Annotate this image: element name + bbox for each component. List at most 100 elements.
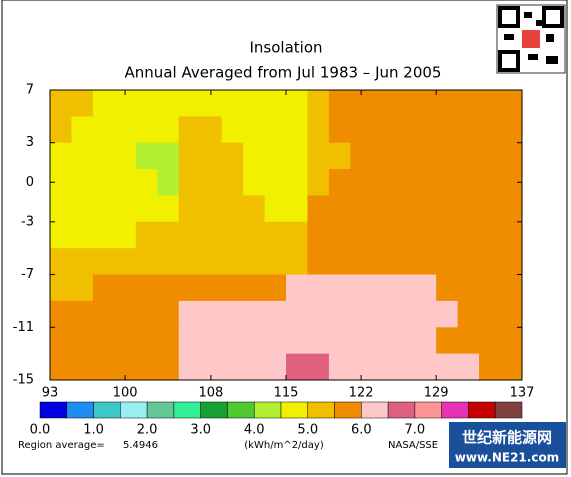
unit-label: (kWh/m^2/day) [244, 440, 324, 451]
cell [221, 353, 244, 381]
cell [286, 221, 308, 249]
cell [157, 274, 180, 302]
cell [71, 248, 94, 276]
cell [264, 327, 287, 355]
cell [350, 300, 373, 328]
cell [414, 221, 437, 249]
cell [200, 169, 223, 196]
colorbar-segment [253, 401, 282, 419]
cell [371, 248, 394, 276]
cell [221, 195, 244, 223]
cell [436, 353, 459, 381]
cell [436, 274, 459, 302]
cell [264, 300, 287, 328]
x-tick-label: 93 [42, 386, 59, 401]
cell [135, 353, 158, 381]
colorbar-segment [280, 401, 309, 419]
cell [135, 142, 158, 170]
cell [178, 169, 201, 196]
cell [157, 142, 180, 170]
cell [135, 90, 158, 117]
colorbar-segment [361, 401, 389, 419]
cell [50, 169, 72, 196]
cell [457, 327, 480, 355]
cell [393, 248, 416, 276]
colorbar-tick-label: 3.0 [190, 423, 211, 438]
chart-subtitle: Annual Averaged from Jul 1983 – Jun 2005 [125, 64, 442, 82]
cell [328, 248, 351, 276]
cell [114, 195, 137, 223]
cell [200, 248, 223, 276]
colorbar-segment [200, 401, 228, 419]
cell [371, 169, 394, 196]
cell [307, 90, 330, 117]
cell [50, 353, 72, 381]
cell [71, 169, 94, 196]
cell [328, 116, 351, 144]
cell [479, 142, 502, 170]
cell [221, 221, 244, 249]
cell [221, 274, 244, 302]
cell [71, 353, 94, 381]
x-tick-label: 129 [424, 386, 449, 401]
colorbar-tick-label: 1.0 [83, 423, 104, 438]
cell [436, 90, 459, 117]
cell [350, 116, 373, 144]
colorbar-tick-label: 5.0 [297, 423, 318, 438]
cell [200, 90, 223, 117]
cell [479, 116, 502, 144]
y-tick-label: 3 [26, 135, 34, 150]
cell [393, 221, 416, 249]
cell [221, 300, 244, 328]
cell [135, 300, 158, 328]
cell [114, 221, 137, 249]
cell [50, 90, 72, 117]
cell [178, 195, 201, 223]
cell [500, 274, 523, 302]
cell [371, 90, 394, 117]
y-tick-label: 0 [26, 175, 34, 190]
cell [350, 195, 373, 223]
cell [243, 248, 266, 276]
cell [436, 300, 459, 328]
cell [457, 221, 480, 249]
cell [371, 221, 394, 249]
cell [71, 116, 94, 144]
colorbar-segment [39, 401, 68, 419]
cell [243, 195, 266, 223]
cell [414, 116, 437, 144]
cell [414, 248, 437, 276]
cell [479, 300, 502, 328]
cell [71, 195, 94, 223]
cell [200, 195, 223, 223]
colorbar-segment [307, 401, 335, 419]
cell [114, 90, 137, 117]
cell [157, 300, 180, 328]
cell [243, 221, 266, 249]
colorbar-segment [120, 401, 148, 419]
qr-watermark [496, 4, 566, 74]
cell [221, 90, 244, 117]
cell [500, 90, 523, 117]
cell [414, 300, 437, 328]
cell [393, 90, 416, 117]
cell [264, 195, 287, 223]
cell [92, 274, 115, 302]
cell [243, 327, 266, 355]
cell [178, 142, 201, 170]
cell [307, 116, 330, 144]
cell [71, 90, 94, 117]
axes [49, 89, 523, 381]
cell [200, 300, 223, 328]
cell [50, 195, 72, 223]
cell [50, 327, 72, 355]
cell [178, 116, 201, 144]
cell [157, 90, 180, 117]
cell [92, 327, 115, 355]
y-tick-label: -7 [21, 267, 34, 282]
cell [221, 248, 244, 276]
cell [436, 327, 459, 355]
cell [92, 300, 115, 328]
colorbar-segment [227, 401, 255, 419]
x-tick-label: 108 [198, 386, 223, 401]
